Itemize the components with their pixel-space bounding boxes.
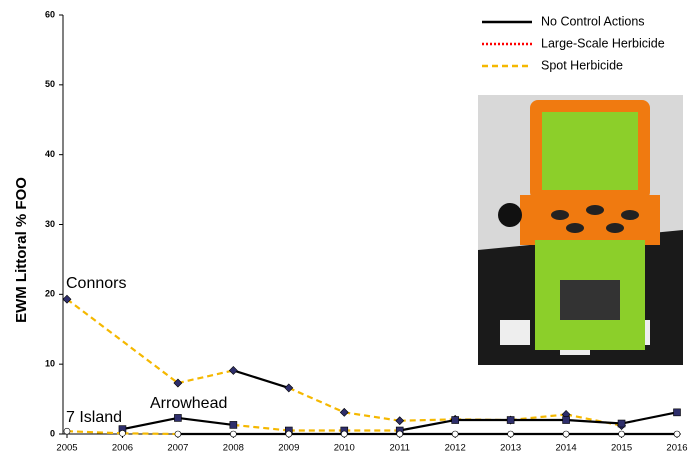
marker (62, 294, 72, 304)
marker (284, 383, 294, 393)
line-segment (177, 416, 234, 427)
x-tick-label: 2010 (334, 443, 355, 454)
photo-inset (475, 95, 683, 365)
marker (396, 430, 404, 438)
marker (562, 416, 570, 424)
annotation: Arrowhead (150, 395, 227, 412)
marker (119, 430, 126, 437)
line-segment (566, 418, 622, 425)
marker (174, 414, 182, 422)
x-tick-label: 2009 (278, 443, 299, 454)
line-segment (122, 416, 179, 431)
legend-label: Spot Herbicide (541, 58, 623, 72)
line-segment (233, 423, 289, 432)
marker (618, 430, 625, 438)
legend-label: No Control Actions (541, 14, 645, 28)
line-segment (344, 411, 400, 422)
y-tick-label: 20 (45, 289, 55, 299)
x-tick-label: 2011 (390, 443, 410, 454)
y-tick-label: 50 (45, 79, 55, 89)
x-tick-label: 2008 (223, 443, 244, 454)
x-tick-label: 2013 (500, 443, 521, 454)
marker (673, 408, 681, 417)
marker (507, 430, 514, 438)
marker (562, 430, 570, 438)
marker (339, 407, 349, 417)
line-segment (288, 386, 345, 414)
marker (63, 427, 71, 435)
marker (451, 430, 459, 438)
y-tick-label: 0 (50, 428, 55, 438)
line-segment (66, 298, 179, 384)
x-tick-label: 2016 (666, 443, 687, 454)
x-tick-label: 2005 (56, 443, 77, 454)
marker (617, 419, 626, 428)
marker (230, 430, 237, 438)
line-segment (66, 430, 123, 435)
marker (229, 421, 238, 429)
y-tick-label: 40 (45, 149, 55, 159)
legend-label: Large-Scale Herbicide (541, 36, 665, 50)
marker (174, 430, 182, 438)
y-tick-label: 30 (45, 219, 55, 229)
marker (340, 430, 348, 438)
marker (506, 416, 515, 424)
x-tick-label: 2015 (611, 443, 632, 454)
annotation: Connors (66, 275, 126, 292)
x-tick-label: 2012 (445, 443, 466, 454)
marker (173, 378, 183, 388)
annotation: 7 Island (66, 409, 122, 426)
line-segment (399, 418, 456, 432)
y-tick-label: 60 (45, 9, 55, 19)
y-tick-label: 10 (45, 359, 55, 369)
line-segment (177, 369, 234, 385)
x-tick-label: 2014 (556, 443, 577, 454)
marker (673, 430, 681, 438)
marker (451, 416, 459, 424)
x-tick-label: 2006 (112, 443, 133, 454)
marker (395, 416, 405, 426)
marker (228, 366, 238, 375)
line-segment (621, 411, 678, 425)
y-axis-label: EWM Littoral % FOO (13, 177, 30, 323)
x-tick-label: 2007 (167, 443, 188, 454)
line-segment (233, 369, 290, 389)
marker (285, 430, 293, 438)
